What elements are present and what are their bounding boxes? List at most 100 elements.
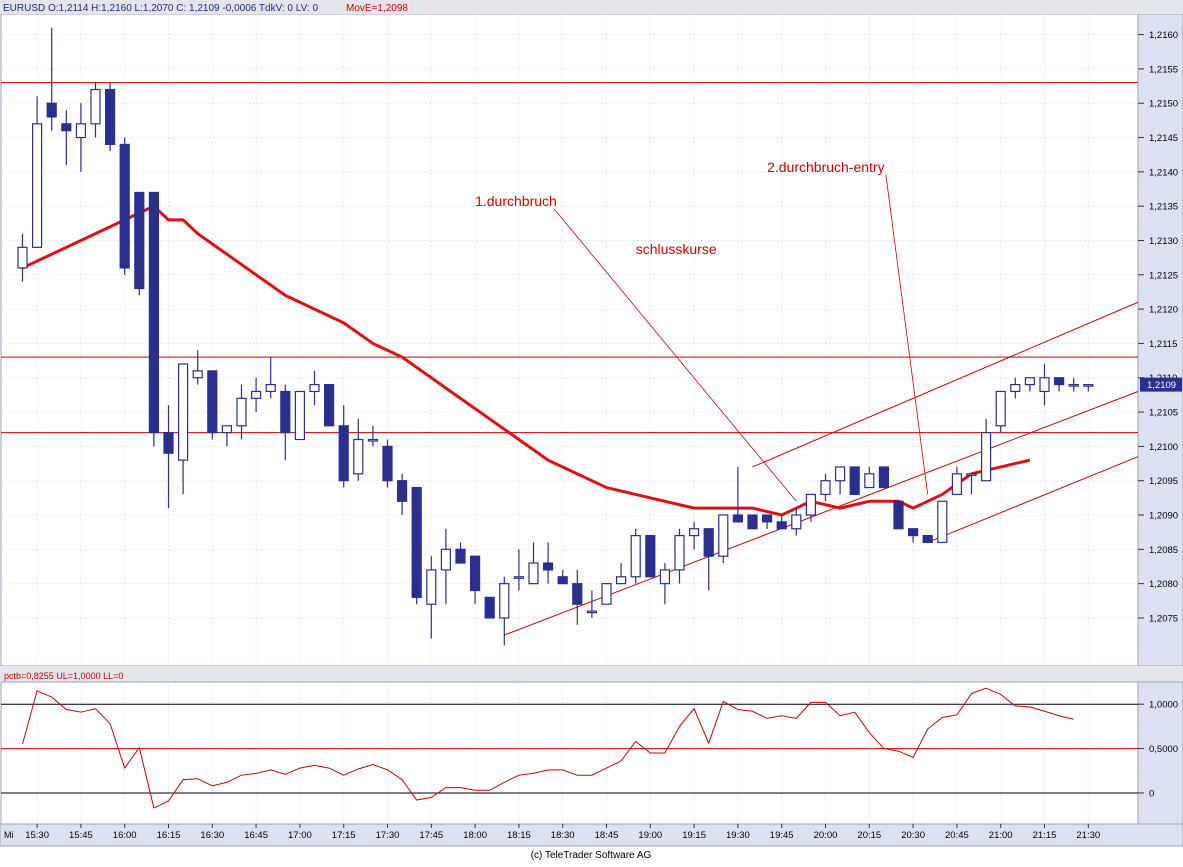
candle-body-up (937, 500, 948, 544)
candle-body-up (221, 425, 232, 434)
candle-body-up (1024, 377, 1036, 386)
candle-body-down (470, 555, 481, 592)
time-tick-label: 17:00 (288, 830, 312, 841)
candle-body-up (236, 397, 247, 427)
time-tick-label: 17:15 (332, 830, 356, 841)
time-tick-label: 17:30 (376, 830, 400, 841)
candle-body-up (31, 123, 43, 248)
candle-body-up (1039, 377, 1050, 393)
price-tick-label: 1,2140 (1149, 167, 1178, 178)
time-tick-label: 19:45 (770, 830, 794, 841)
candle-body-up (426, 569, 437, 605)
time-tick-label: 15:30 (25, 830, 49, 841)
time-tick-label: 16:00 (113, 830, 137, 841)
candle-body-down (572, 583, 583, 605)
candle-body-up (659, 569, 671, 585)
candle-body-up (601, 583, 612, 605)
candle-body-down (119, 143, 130, 269)
annotation-label: schlusskurse (636, 241, 717, 257)
candle-body-up (499, 583, 510, 619)
candle-body-down (46, 102, 57, 118)
time-tick-label: 20:00 (814, 830, 838, 841)
candle-body-up (820, 480, 831, 496)
candle-body-up (805, 493, 817, 516)
candle-body-down (907, 528, 919, 537)
candle-body-up (1083, 384, 1094, 387)
candle-body-down (104, 88, 116, 145)
candle-body-up (630, 534, 641, 578)
candle-body-up (951, 473, 963, 496)
time-tick-label: 21:30 (1076, 830, 1100, 841)
candle-body-down (382, 445, 393, 482)
annotation-label: 2.durchbruch-entry (767, 159, 885, 175)
time-tick-label: 18:45 (595, 830, 619, 841)
annotation-label: 1.durchbruch (475, 193, 557, 209)
price-tick-label: 1,2130 (1149, 236, 1178, 247)
candle-body-down (557, 576, 568, 585)
annotation-pointer (885, 174, 929, 495)
candle-body-up (309, 384, 320, 393)
candle-body-down (747, 514, 758, 530)
pctb-indicator-line (22, 687, 1074, 809)
candle-body-down (280, 390, 291, 434)
time-tick-label: 16:15 (157, 830, 181, 841)
candle-body-down (484, 596, 495, 619)
candle-body-down (411, 486, 422, 598)
candle-body-up (17, 246, 28, 269)
candle-body-down (148, 191, 159, 434)
candle-body-up (688, 528, 700, 537)
candle-body-up (90, 88, 101, 125)
time-tick-label: 21:15 (1033, 830, 1057, 841)
symbol-header: EURUSD O:1,2114 H:1,2160 L:1,2070 C: 1,2… (3, 3, 318, 14)
candle-body-up (440, 548, 451, 571)
time-tick-label: 20:45 (945, 830, 969, 841)
candle-body-up (718, 514, 729, 557)
candle-body-down (922, 534, 933, 544)
candle-body-down (61, 123, 72, 132)
candle-body-down (1053, 377, 1065, 386)
annotation-pointer (553, 208, 797, 502)
price-tick-label: 1,2155 (1149, 64, 1178, 75)
main-header-bar (0, 0, 1183, 14)
indicator-header: pctb=0,8255 UL=1,0000 LL=0 (4, 671, 123, 681)
candle-body-up (1010, 384, 1021, 393)
time-tick-label: 16:45 (244, 830, 268, 841)
time-tick-label: 15:45 (69, 830, 93, 841)
time-tick-label: 17:45 (419, 830, 443, 841)
candle-body-up (192, 370, 203, 379)
candle-body-down (397, 480, 408, 502)
moving-average-header: MovE=1,2098 (346, 3, 408, 14)
candle-body-up (367, 438, 378, 442)
candle-body-up (586, 610, 598, 614)
time-tick-label: 19:00 (638, 830, 662, 841)
indicator-tick-label: 0,5000 (1149, 744, 1178, 755)
candle-body-down (703, 528, 714, 557)
price-tick-label: 1,2075 (1149, 613, 1178, 624)
candle-body-up (864, 473, 875, 489)
price-tick-label: 1,2100 (1149, 442, 1178, 453)
time-tick-label: 19:15 (682, 830, 706, 841)
last-price-marker (1140, 377, 1182, 392)
candle-body-down (207, 370, 218, 434)
candle-body-down (878, 466, 890, 489)
candle-body-down (455, 548, 466, 564)
price-tick-label: 1,2160 (1149, 30, 1178, 41)
time-tick-label: 18:00 (463, 830, 487, 841)
candle-body-down (134, 191, 145, 290)
candle-body-up (995, 390, 1006, 427)
price-tick-label: 1,2150 (1149, 99, 1178, 110)
candle-body-up (251, 390, 262, 399)
candle-body-down (324, 384, 335, 427)
price-tick-label: 1,2125 (1149, 270, 1178, 281)
candle-body-down (732, 514, 744, 523)
moving-average-line (21, 204, 1031, 517)
time-axis (0, 823, 1183, 847)
candle-body-up (294, 390, 305, 441)
time-tick-label: 16:30 (200, 830, 224, 841)
candle-body-down (163, 432, 174, 454)
candle-body-up (834, 466, 846, 482)
price-tick-label: 1,2120 (1149, 305, 1178, 316)
trend-channel-line (927, 456, 1139, 543)
